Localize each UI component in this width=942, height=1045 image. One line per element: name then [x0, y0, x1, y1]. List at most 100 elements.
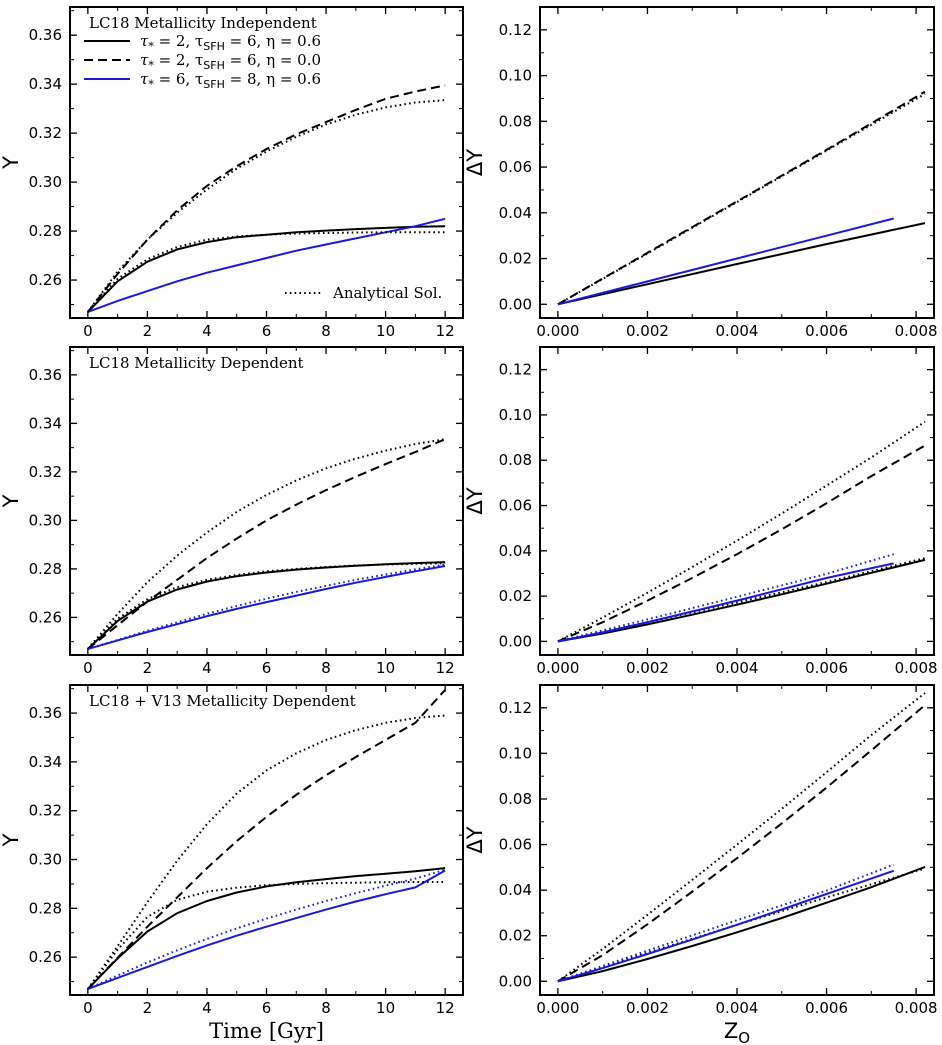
y-tick-label: 0.36: [29, 366, 62, 384]
series-line-dotted-0: [557, 420, 926, 643]
y-tick-label: 0.28: [29, 899, 62, 917]
series-line-dotted-5: [557, 863, 895, 983]
x-tick-label: 0.008: [895, 322, 938, 340]
panel-row3-left: 0 2 4 6 8 10 12 0.26 0.28 0.30 0.32 0.34 0.36 Y Time […: [0, 684, 464, 1043]
y-tick-label: 0.00: [499, 632, 532, 650]
panel-row1-left: 0 2 4 6 8 10 12 0.26 0.28 0.30 0.32 0.34 0.36 Y LC18 M…: [0, 6, 464, 340]
x-tick-label: 6: [262, 999, 272, 1017]
series-group: [87, 84, 446, 313]
y-tick-label: 0.32: [29, 463, 62, 481]
series-line-dashed-1: [87, 84, 446, 313]
y-tick-label: 0.12: [499, 361, 532, 379]
panel-frame: [69, 346, 464, 656]
y-tick-label: 0.32: [29, 802, 62, 820]
legend-label: τ* = 2, τSFH = 6, η = 0.6: [140, 32, 321, 53]
y-tick-label: 0.34: [29, 414, 62, 432]
x-tick-label: 0.000: [536, 999, 579, 1017]
y-tick-label: 0.32: [29, 124, 62, 142]
y-tick-label: 0.12: [499, 699, 532, 717]
y-tick-label: 0.10: [499, 406, 532, 424]
series-line-dotted-3: [87, 881, 446, 990]
x-tick-label: 12: [436, 322, 455, 340]
y-tick-label: 0.02: [499, 587, 532, 605]
series-line-dotted-5: [557, 553, 894, 643]
legend-label-analytical: Analytical Sol.: [332, 284, 442, 302]
y-tick-label: 0.06: [499, 497, 532, 515]
y-tick-label: 0.34: [29, 753, 62, 771]
y-axis-label: Y: [0, 494, 23, 508]
x-tick-label: 6: [262, 322, 272, 340]
panel-frame: [539, 6, 935, 319]
series-line-dashed-1: [87, 689, 446, 990]
y-tick-label: 0.28: [29, 560, 62, 578]
panel-row2-left: 0 2 4 6 8 10 12 0.26 0.28 0.30 0.32 0.34 0.36 Y LC18 M…: [0, 346, 464, 677]
y-tick-label: 0.06: [499, 158, 532, 176]
y-tick-label: 0.10: [499, 744, 532, 762]
x-axis-label: Time [Gyr]: [209, 1019, 324, 1043]
panel-row3-right: 0.000 0.002 0.004 0.006 0.008 0.00 0.02 0.04 0.0…: [463, 684, 938, 1045]
x-tick-label: 8: [321, 999, 331, 1017]
series-line-solid-4: [557, 869, 895, 983]
y-tick-label: 0.26: [29, 271, 62, 289]
y-tick-label: 0.36: [29, 704, 62, 722]
legend-label: τ* = 2, τSFH = 6, η = 0.0: [140, 51, 321, 72]
series-line-dotted-3: [87, 562, 446, 650]
y-tick-label: 0.30: [29, 851, 62, 869]
x-tick-label: 2: [143, 999, 153, 1017]
series-line-dashed-1: [87, 438, 446, 650]
x-tick-label: 8: [321, 322, 331, 340]
series-group: [87, 438, 446, 650]
series-line-dotted-5: [87, 868, 446, 990]
panel-row2-right: 0.000 0.002 0.004 0.006 0.008 0.00 0.02 0.04 0.0…: [463, 346, 938, 677]
y-tick-label: 0.26: [29, 948, 62, 966]
y-tick-label: 0.00: [499, 972, 532, 990]
y-tick-label: 0.08: [499, 790, 532, 808]
y-tick-label: 0.02: [499, 927, 532, 945]
y-tick-label: 0.28: [29, 222, 62, 240]
series-line-dotted-2: [557, 557, 926, 643]
series-line-dotted-4: [87, 99, 446, 313]
x-tick-label: 0: [83, 322, 93, 340]
series-line-solid-3: [557, 865, 926, 983]
panel-title: LC18 Metallicity Dependent: [89, 354, 304, 372]
x-tick-label: 12: [436, 659, 455, 677]
x-tick-label: 0.006: [805, 999, 848, 1017]
y-tick-label: 0.04: [499, 542, 532, 560]
y-axis-label: Y: [0, 833, 23, 847]
series-line-solid-2: [87, 565, 446, 650]
x-tick-label: 6: [262, 659, 272, 677]
series-group: [557, 692, 926, 983]
x-tick-label: 12: [436, 999, 455, 1017]
series-group: [557, 90, 926, 306]
x-tick-label: 4: [202, 322, 212, 340]
x-tick-label: 10: [376, 322, 395, 340]
x-tick-label: 4: [202, 999, 212, 1017]
x-tick-label: 10: [376, 659, 395, 677]
series-line-solid-0: [87, 867, 446, 990]
series-line-solid-3: [557, 217, 894, 306]
x-tick-label: 0.002: [626, 322, 669, 340]
y-tick-label: 0.08: [499, 451, 532, 469]
y-tick-label: 0.00: [499, 295, 532, 313]
x-tick-label: 0.000: [536, 322, 579, 340]
x-axis-label: ZO: [724, 1019, 750, 1045]
y-tick-label: 0.36: [29, 26, 62, 44]
x-tick-label: 0.000: [536, 659, 579, 677]
y-tick-label: 0.34: [29, 75, 62, 93]
y-tick-label: 0.30: [29, 173, 62, 191]
y-axis-label: Y: [0, 156, 23, 170]
series-line-solid-4: [557, 562, 894, 643]
y-tick-label: 0.26: [29, 608, 62, 626]
x-tick-label: 10: [376, 999, 395, 1017]
y-tick-label: 0.04: [499, 881, 532, 899]
panel-frame: [539, 346, 935, 656]
x-tick-label: 0.008: [895, 999, 938, 1017]
y-axis-label: ΔY: [463, 826, 487, 853]
panel-title: LC18 + V13 Metallicity Dependent: [89, 692, 356, 710]
panel-row1-right: 0.000 0.002 0.004 0.006 0.008 0.00 0.02 0.04 0.0…: [463, 6, 938, 340]
x-tick-label: 0.008: [895, 659, 938, 677]
series-line-dotted-4: [87, 438, 446, 650]
x-tick-label: 0.006: [805, 659, 848, 677]
legend-label: τ* = 6, τSFH = 8, η = 0.6: [140, 70, 321, 91]
